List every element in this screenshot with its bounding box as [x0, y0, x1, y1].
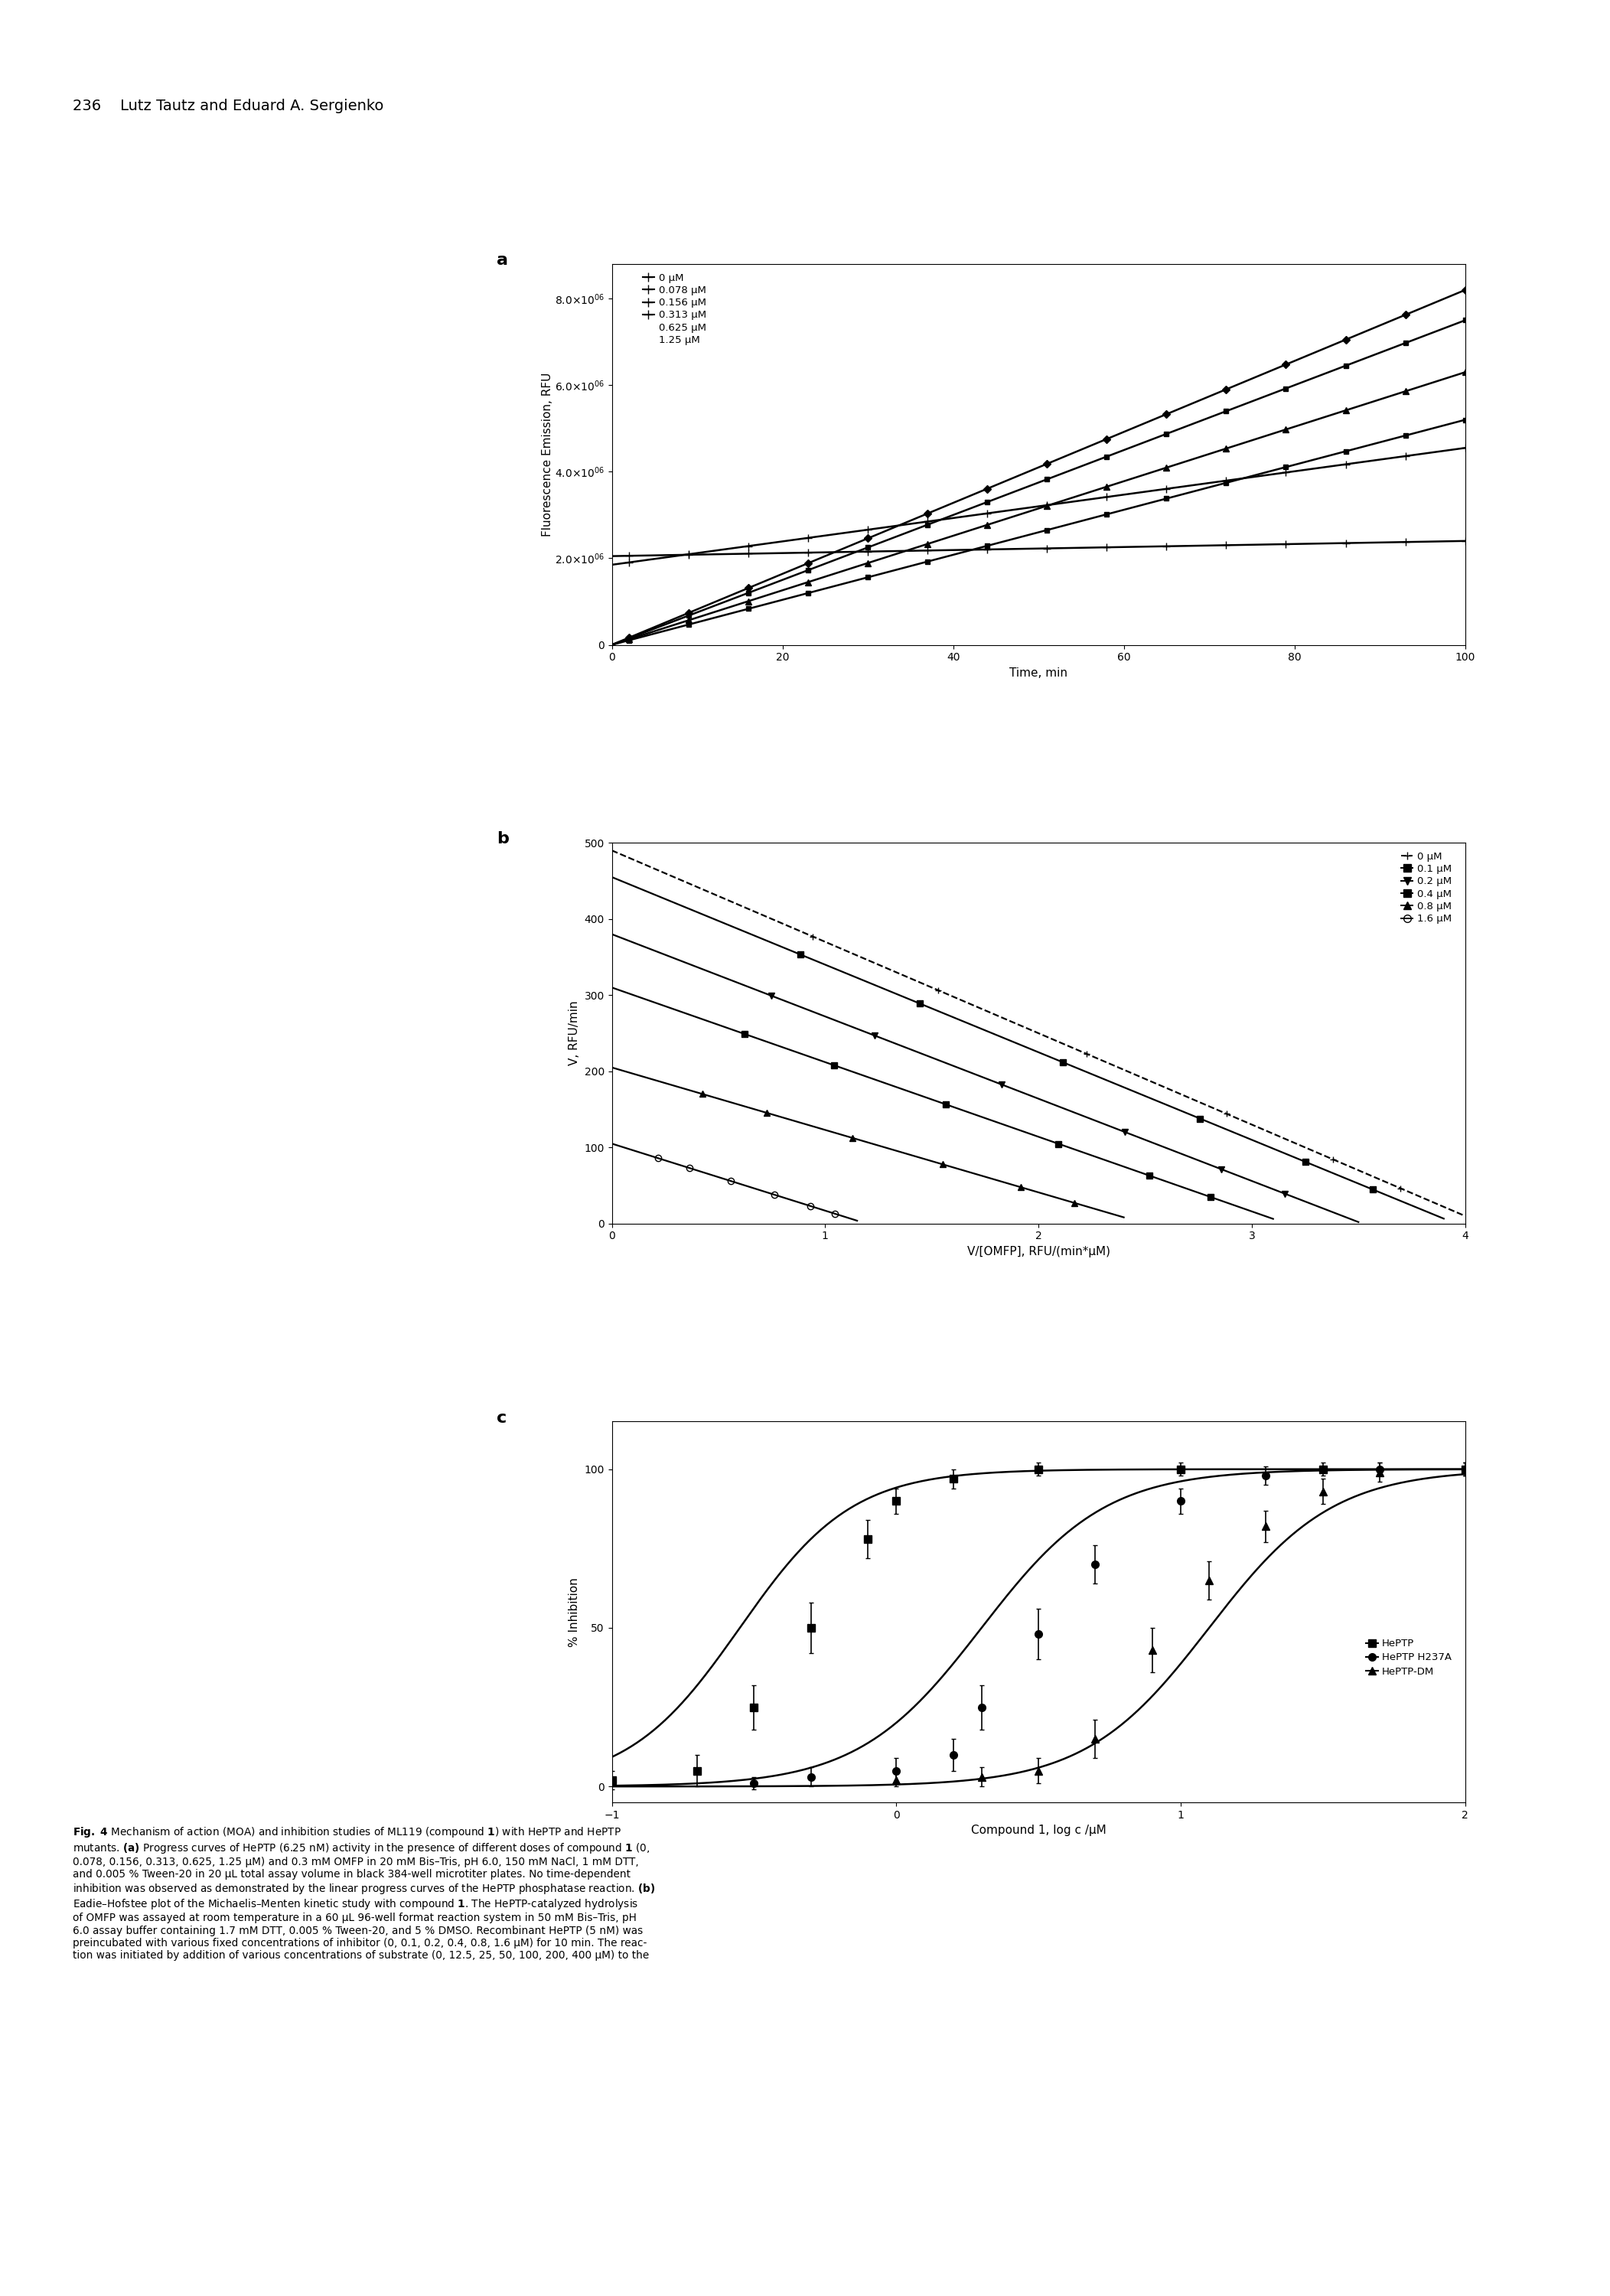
Legend: 0 μM, 0.078 μM, 0.156 μM, 0.313 μM, 0.625 μM, 1.25 μM: 0 μM, 0.078 μM, 0.156 μM, 0.313 μM, 0.62…	[642, 273, 707, 344]
Y-axis label: Fluorescence Emission, RFU: Fluorescence Emission, RFU	[543, 372, 554, 537]
Text: 236    Lutz Tautz and Eduard A. Sergienko: 236 Lutz Tautz and Eduard A. Sergienko	[72, 99, 383, 113]
X-axis label: Time, min: Time, min	[1009, 668, 1067, 680]
Text: $\mathbf{Fig.\ 4}$ Mechanism of action (MOA) and inhibition studies of ML119 (co: $\mathbf{Fig.\ 4}$ Mechanism of action (…	[72, 1825, 655, 1961]
Text: b: b	[496, 831, 509, 847]
X-axis label: Compound 1, log c /μM: Compound 1, log c /μM	[971, 1825, 1106, 1837]
Text: a: a	[496, 253, 509, 269]
Legend: HePTP, HePTP H237A, HePTP-DM: HePTP, HePTP H237A, HePTP-DM	[1365, 1639, 1452, 1676]
Legend: 0 μM, 0.1 μM, 0.2 μM, 0.4 μM, 0.8 μM, 1.6 μM: 0 μM, 0.1 μM, 0.2 μM, 0.4 μM, 0.8 μM, 1.…	[1401, 852, 1452, 923]
Y-axis label: % Inhibition: % Inhibition	[568, 1577, 580, 1646]
X-axis label: V/[OMFP], RFU/(min*μM): V/[OMFP], RFU/(min*μM)	[968, 1247, 1109, 1258]
Text: c: c	[496, 1410, 507, 1426]
Y-axis label: V, RFU/min: V, RFU/min	[568, 1001, 580, 1065]
